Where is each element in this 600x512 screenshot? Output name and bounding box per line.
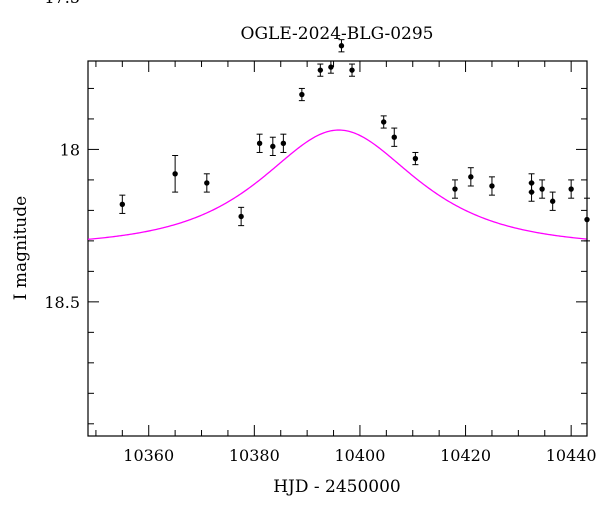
data-marker xyxy=(452,186,458,192)
data-marker xyxy=(204,180,210,186)
data-marker xyxy=(256,140,263,147)
data-point xyxy=(391,127,398,147)
data-point xyxy=(528,173,535,193)
data-point xyxy=(256,133,263,153)
data-marker xyxy=(299,91,305,98)
data-marker xyxy=(549,198,556,204)
data-point xyxy=(203,173,210,193)
y-tick-label: 18.5 xyxy=(44,293,80,312)
data-marker xyxy=(172,171,178,177)
data-marker xyxy=(489,183,495,189)
data-marker xyxy=(528,180,535,186)
chart-title: OGLE-2024-BLG-0295 xyxy=(241,24,434,44)
data-marker xyxy=(238,213,244,220)
x-tick-label: 10400 xyxy=(334,446,385,465)
data-point xyxy=(568,179,575,199)
data-point xyxy=(317,63,324,77)
data-point xyxy=(584,197,590,242)
model-curve xyxy=(87,129,588,240)
data-point xyxy=(238,206,245,227)
x-axis-label: HJD - 2450000 xyxy=(273,477,401,497)
tick-labels: 10360 10380 10400 10420 10440 17.5 18 18.5 xyxy=(44,0,596,465)
data-marker xyxy=(539,186,545,192)
data-point xyxy=(298,87,305,102)
axis-ticks xyxy=(88,61,587,436)
data-points xyxy=(119,39,590,242)
data-marker xyxy=(468,174,474,180)
data-point xyxy=(412,151,419,166)
data-marker xyxy=(568,186,574,192)
data-marker xyxy=(381,119,387,125)
x-tick-label: 10360 xyxy=(123,446,174,465)
data-point xyxy=(269,136,276,157)
x-tick-label: 10380 xyxy=(229,446,280,465)
data-point xyxy=(549,191,556,211)
data-marker xyxy=(338,43,345,49)
data-point xyxy=(119,194,126,214)
y-tick-label: 18 xyxy=(60,140,80,159)
data-marker xyxy=(280,140,287,147)
data-point xyxy=(467,167,474,187)
data-marker xyxy=(349,67,355,73)
data-marker xyxy=(391,134,397,140)
data-point xyxy=(280,133,287,153)
y-axis-label: I magnitude xyxy=(11,196,31,300)
data-marker xyxy=(584,216,590,223)
x-tick-label: 10440 xyxy=(546,446,597,465)
data-marker xyxy=(119,201,126,207)
data-point xyxy=(488,176,495,196)
data-point xyxy=(338,39,345,53)
data-marker xyxy=(317,67,324,73)
data-marker xyxy=(270,143,276,150)
data-point xyxy=(380,115,387,129)
plot-frame xyxy=(87,60,588,437)
y-tick-label: 17.5 xyxy=(44,0,80,7)
data-marker xyxy=(412,155,419,162)
data-point xyxy=(451,179,458,199)
data-point xyxy=(349,63,356,77)
data-marker xyxy=(328,64,334,70)
data-point xyxy=(327,60,334,74)
data-point xyxy=(172,155,179,193)
x-tick-label: 10420 xyxy=(440,446,491,465)
data-point xyxy=(539,179,546,199)
